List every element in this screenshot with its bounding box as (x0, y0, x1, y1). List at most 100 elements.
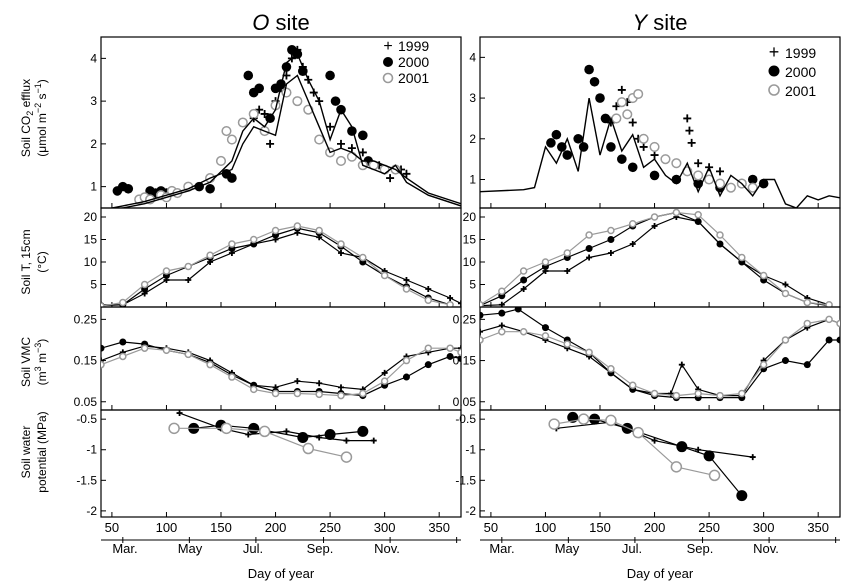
y-site-soil-co2-efflux-series-1999-point (639, 142, 648, 151)
y-site-soil-water-potential-frame (479, 409, 841, 518)
y-site-soil-water-potential-ytick-label: -0.5 (455, 412, 476, 426)
y-site-soil-t-15cm-series-2001-point (498, 287, 506, 295)
o-site-soil-water-potential-series-2000-point (297, 432, 309, 444)
y-site-soil-t-15cm-series-1999-line (480, 216, 830, 307)
row-label-co2-line1: Soil CO2 efflux (19, 79, 35, 157)
y-site-soil-co2-efflux-ytick-label: 1 (469, 173, 476, 187)
o-site-soil-t-15cm-ytick-label: 20 (84, 210, 98, 224)
o-site-soil-co2-efflux-series-1999-point (358, 148, 367, 157)
y-site-soil-vmc-series-2001-point (650, 389, 659, 398)
y-site-soil-water-potential-series-1999-point (749, 454, 756, 461)
y-site-soil-vmc-ytick-label: 0.15 (453, 354, 477, 368)
y-site-soil-t-15cm-series-2001-point (803, 298, 812, 307)
y-site-soil-t-15cm-series-2001-point (519, 267, 528, 275)
row-label-potential: Soil water potential (MPa) (19, 411, 49, 492)
o-site-soil-vmc-series-2001-point (119, 352, 127, 361)
o-site-soil-water-potential-series-2001-point (302, 442, 315, 455)
y-site-soil-co2-efflux-series-2000-point (600, 113, 611, 124)
y-site-soil-water-potential-xtick-label: 100 (535, 520, 557, 535)
o-site-soil-co2-efflux-ytick-label: 1 (90, 180, 97, 194)
month-sep-y: Sep. (687, 541, 714, 556)
o-site-soil-vmc-series-2000-point (119, 338, 127, 346)
y-site-soil-water-potential-series-2000-line (572, 416, 743, 496)
o-site-title: O site (252, 10, 309, 35)
y-site-soil-co2-efflux-series-2000-point (617, 154, 627, 164)
y-site-soil-co2-efflux-series-2000-point (546, 138, 556, 148)
o-site-soil-co2-efflux-series-2000-point (123, 183, 134, 194)
o-site-soil-water-potential-series-2001-point (220, 422, 233, 435)
row-label-temp-line2: (°C) (35, 251, 49, 272)
o-site-soil-co2-efflux-series-1999-point (260, 109, 269, 118)
o-site-soil-vmc-series-2001-point (380, 377, 389, 385)
o-site-soil-water-potential-series-2000-point (324, 428, 336, 440)
month-mar-y: Mar. (489, 541, 514, 556)
y-site-soil-water-potential-series-2000-point (676, 441, 688, 453)
o-site-soil-t-15cm-series-2001-point (293, 222, 302, 230)
o-site-soil-co2-efflux-series-2000-point (243, 70, 254, 81)
o-site-soil-t-15cm-series-2001-point (380, 271, 389, 280)
y-site-soil-co2-efflux-series-model-line (480, 97, 840, 208)
y-site-soil-co2-efflux-ytick-label: 3 (469, 91, 476, 105)
y-site-soil-t-15cm-panel: 5 10 15 20 (463, 207, 841, 308)
y-site-soil-co2-efflux-series-2000-point (589, 76, 600, 87)
y-site-soil-co2-efflux-series-2001-point (693, 170, 704, 181)
o-site-soil-vmc-series-2001-point (162, 346, 171, 355)
y-site-soil-t-15cm-series-2000-point (716, 240, 724, 248)
y-site-soil-co2-efflux-series-2000-point (573, 133, 583, 144)
o-site-soil-vmc-series-2001-point (140, 344, 149, 352)
y-site-soil-water-potential-series-2000-point (736, 490, 748, 502)
o-site-soil-water-potential-ytick-label: -1 (86, 443, 97, 457)
y-site-soil-co2-efflux-series-2001-point (638, 133, 649, 144)
y-site-soil-t-15cm-series-1999-point (520, 286, 527, 292)
y-site-soil-water-potential-series-2001-point (605, 414, 617, 427)
o-site-soil-co2-efflux-series-1999-point (326, 122, 335, 131)
y-site-soil-co2-efflux-series-2000-point (627, 162, 638, 173)
o-site-soil-t-15cm-series-2001-point (271, 226, 280, 235)
y-site-soil-co2-efflux-series-2001-point (671, 158, 682, 169)
y-site-soil-vmc-ytick-label: 0.25 (453, 312, 477, 326)
o-site-soil-co2-efflux-series-2001-point (248, 108, 259, 119)
o-site-soil-water-potential-ytick-label: -2 (86, 504, 97, 518)
y-site-soil-co2-efflux-series-2001-point (747, 182, 758, 193)
y-site-soil-t-15cm-series-2001-point (628, 220, 637, 228)
y-site-soil-co2-efflux-series-2000-point (747, 174, 758, 185)
o-site-soil-vmc-series-2001-point (249, 385, 258, 394)
month-labels-o: Mar. May Jul. Sep. Nov. Day of year (112, 541, 400, 581)
y-site-soil-vmc-series-2001-point (541, 332, 550, 340)
month-nov-o: Nov. (374, 541, 400, 556)
o-site-soil-co2-efflux-panel: 1 2 3 4 (90, 36, 462, 209)
o-site-soil-co2-efflux-series-2001-point (226, 134, 237, 145)
y-site-soil-t-15cm-series-1999-point (629, 241, 636, 247)
o-site-soil-vmc-series-2001-point (271, 389, 280, 398)
legend-o-2000-marker (383, 57, 393, 67)
o-site-soil-vmc-series-2001-point (424, 344, 433, 352)
row-label-co2: Soil CO2 efflux (μmol m−2 s−1) (19, 79, 49, 157)
o-site-soil-water-potential-series-1999-point (176, 410, 183, 417)
y-site-soil-water-potential-plot-area (548, 411, 756, 502)
o-site-soil-t-15cm-series-2001-point (184, 262, 193, 271)
y-site-soil-t-15cm-series-1999-point (607, 250, 614, 256)
y-site-soil-vmc-series-1999-point (678, 361, 685, 368)
y-site-soil-vmc-series-2001-point (519, 327, 528, 336)
row-label-vmc: Soil VMC (m3 m−3) (19, 337, 49, 387)
legend-y-2001-marker (768, 84, 780, 96)
y-site-letter: Y (632, 10, 648, 35)
month-labels-y: Mar. May Jul. Sep. Nov. Day of year (489, 541, 779, 581)
row-label-temp-line1: Soil T, 15cm (19, 229, 33, 294)
y-site-soil-co2-efflux-series-2000-point (649, 170, 660, 181)
o-site-soil-t-15cm-series-2001-point (337, 240, 345, 248)
y-site-soil-vmc-series-2000-point (836, 336, 840, 344)
y-site-soil-vmc-series-1999-point (480, 328, 483, 335)
y-site-soil-water-potential-series-2001-point (577, 413, 590, 425)
o-site-letter: O (252, 10, 269, 35)
y-site-soil-vmc-series-2001-point (836, 319, 840, 328)
y-site-soil-t-15cm-ytick-label: 15 (463, 233, 477, 247)
month-jul-y: Jul. (622, 541, 642, 556)
o-site-soil-t-15cm-series-2001-point (402, 285, 411, 293)
y-site-soil-co2-efflux-frame (479, 36, 841, 209)
y-site-soil-t-15cm-series-2001-point (563, 249, 572, 257)
o-site-soil-co2-efflux-series-1999-point (255, 105, 264, 114)
o-site-soil-t-15cm-series-1999-point (458, 300, 461, 307)
o-site-soil-vmc-series-2001-point (402, 356, 411, 365)
y-site-soil-vmc-plot-area (480, 307, 840, 402)
